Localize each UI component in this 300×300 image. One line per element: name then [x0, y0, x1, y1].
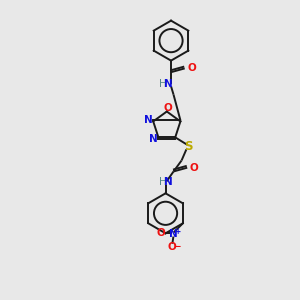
Text: O: O	[187, 63, 196, 74]
Text: N: N	[169, 229, 178, 239]
Text: S: S	[184, 140, 193, 152]
Text: N: N	[144, 115, 153, 125]
Text: O: O	[156, 228, 165, 238]
Text: +: +	[174, 226, 180, 236]
Text: O: O	[167, 242, 176, 253]
Text: O: O	[164, 103, 172, 113]
Text: N: N	[149, 134, 158, 144]
Text: −: −	[173, 242, 181, 251]
Text: H: H	[159, 79, 167, 89]
Text: N: N	[164, 79, 173, 89]
Text: N: N	[164, 177, 173, 187]
Text: O: O	[190, 163, 199, 173]
Text: H: H	[159, 177, 167, 187]
